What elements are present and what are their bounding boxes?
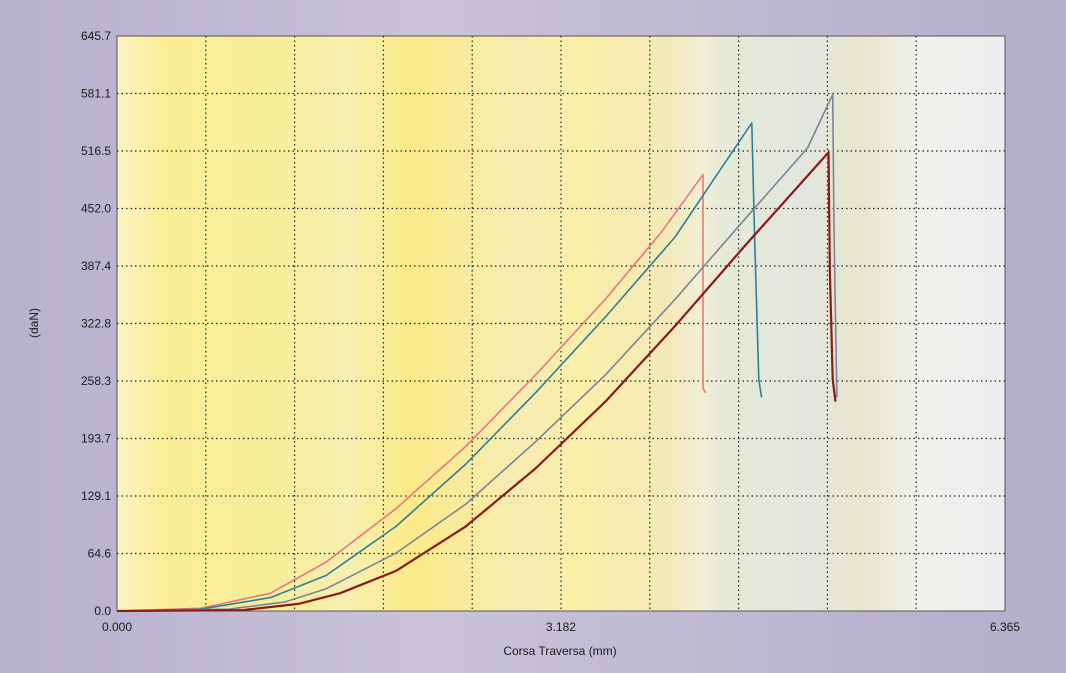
y-tick-label: 129.1 [81, 489, 111, 503]
y-tick-label: 387.4 [81, 259, 111, 273]
x-tick-label: 0.000 [102, 620, 132, 634]
series-line-3 [116, 93, 838, 612]
y-axis-title: (daN) [27, 308, 41, 338]
series-line-4 [116, 151, 837, 613]
y-tick-labels: 0.0 64.6 129.1 193.7 258.3 322.8 387.4 452.0 516… [81, 29, 111, 618]
series-line-1 [116, 173, 707, 612]
grid [117, 36, 1005, 611]
series-group [116, 93, 838, 613]
y-tick-label: 645.7 [81, 29, 111, 43]
x-tick-labels: 0.000 3.182 6.365 [102, 620, 1020, 634]
y-tick-label: 452.0 [81, 201, 111, 215]
y-tick-label: 64.6 [88, 546, 112, 560]
y-tick-label: 322.8 [81, 317, 111, 331]
x-tick-label: 3.182 [546, 620, 576, 634]
y-tick-label: 258.3 [81, 374, 111, 388]
series-line-2 [116, 122, 763, 612]
x-tick-label: 6.365 [990, 620, 1020, 634]
y-tick-label: 516.5 [81, 144, 111, 158]
x-axis-title: Corsa Traversa (mm) [503, 644, 616, 658]
y-tick-label: 193.7 [81, 432, 111, 446]
y-tick-label: 581.1 [81, 87, 111, 101]
y-tick-label: 0.0 [94, 604, 111, 618]
